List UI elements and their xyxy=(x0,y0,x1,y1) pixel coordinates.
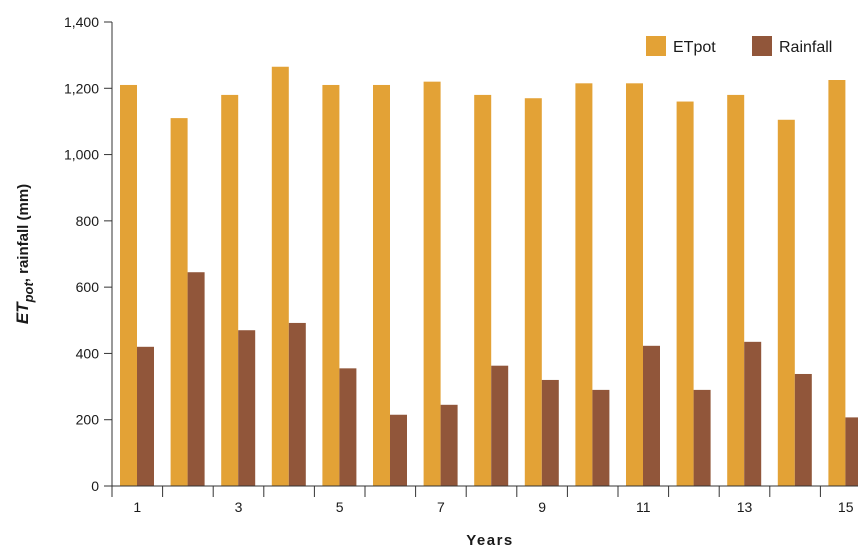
legend-label-rainfall: Rainfall xyxy=(779,39,832,56)
legend: ETpot Rainfall xyxy=(646,36,832,56)
etpot-bar-year-7 xyxy=(423,81,441,487)
bars-group xyxy=(120,66,858,487)
etpot-bar-year-8 xyxy=(474,94,492,487)
rainfall-bar-year-4 xyxy=(288,322,306,486)
x-tick-label: 9 xyxy=(538,499,546,515)
y-axis-title-prefix: ET xyxy=(13,301,32,324)
etpot-bar-year-11 xyxy=(626,83,643,487)
rainfall-bar-year-13 xyxy=(744,341,762,486)
x-tick-label: 7 xyxy=(437,499,445,515)
y-tick-label: 1,400 xyxy=(64,14,99,30)
rainfall-bar-year-1 xyxy=(137,346,154,486)
etpot-bar-year-9 xyxy=(524,98,542,486)
rainfall-bar-year-10 xyxy=(592,389,610,486)
rainfall-bar-year-9 xyxy=(541,379,559,486)
x-tick-label: 15 xyxy=(838,499,854,515)
etpot-bar-year-1 xyxy=(120,84,137,486)
rainfall-bar-year-7 xyxy=(440,404,458,486)
etpot-bar-year-14 xyxy=(777,119,795,487)
y-tick-label: 200 xyxy=(76,412,100,428)
rainfall-bar-year-14 xyxy=(794,373,812,486)
y-tick-label: 1,200 xyxy=(64,80,99,96)
etpot-bar-year-12 xyxy=(676,101,694,487)
x-tick-label: 11 xyxy=(636,499,651,515)
y-axis-title-suffix: , rainfall (mm) xyxy=(15,184,32,282)
etpot-bar-year-5 xyxy=(322,84,340,486)
legend-swatch-etpot xyxy=(646,36,666,56)
etpot-bar-year-13 xyxy=(727,94,745,487)
y-axis-title: ETpot, rainfall (mm) xyxy=(13,184,36,324)
y-tick-label: 800 xyxy=(76,213,100,229)
rainfall-bar-year-3 xyxy=(238,330,256,486)
rainfall-bar-year-8 xyxy=(491,365,509,486)
y-tick-label: 400 xyxy=(76,345,100,361)
x-tick-label: 3 xyxy=(235,499,243,515)
x-tick-label: 5 xyxy=(336,499,344,515)
rainfall-bar-year-5 xyxy=(339,368,357,486)
y-tick-label: 1,000 xyxy=(64,147,99,163)
x-axis-title: Years xyxy=(466,532,514,549)
etpot-bar-year-4 xyxy=(271,66,289,486)
legend-swatch-rainfall xyxy=(752,36,772,56)
etpot-bar-year-2 xyxy=(170,118,188,486)
y-tick-label: 600 xyxy=(76,279,100,295)
etpot-bar-year-6 xyxy=(373,84,390,486)
y-tick-label: 0 xyxy=(91,478,99,494)
x-tick-label: 13 xyxy=(737,499,753,515)
rainfall-bar-year-2 xyxy=(187,272,205,486)
y-axis-title-subscript: pot xyxy=(21,282,36,304)
etpot-bar-year-3 xyxy=(221,94,239,487)
rainfall-bar-year-12 xyxy=(693,389,711,486)
rainfall-bar-year-15 xyxy=(845,417,858,486)
x-tick-label: 1 xyxy=(133,499,141,515)
rainfall-bar-year-6 xyxy=(390,414,407,486)
legend-label-etpot: ETpot xyxy=(673,39,716,56)
etpot-bar-year-15 xyxy=(828,80,846,486)
etpot-bar-year-10 xyxy=(575,83,593,487)
rainfall-bar-year-11 xyxy=(643,345,660,486)
